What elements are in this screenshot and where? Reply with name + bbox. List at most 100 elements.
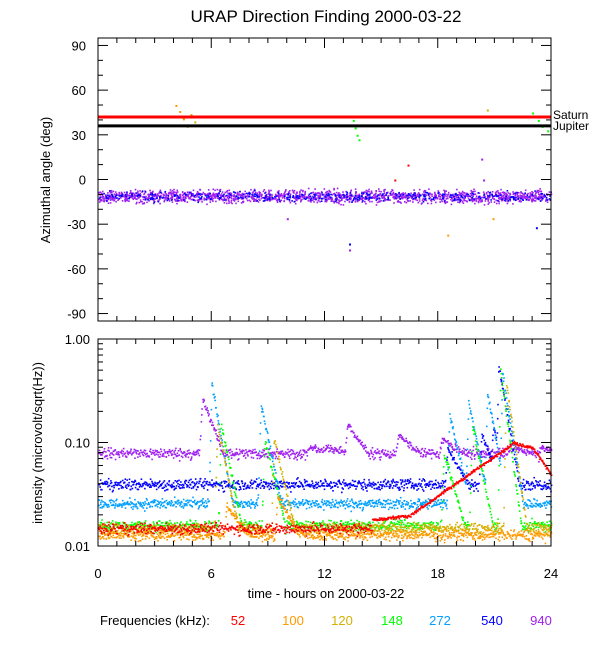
azimuth-point	[493, 195, 495, 198]
intensity-point	[374, 457, 376, 459]
azimuth-point	[412, 195, 414, 198]
intensity-point	[255, 501, 258, 504]
intensity-point	[400, 434, 402, 437]
intensity-point	[403, 438, 405, 441]
intensity-point	[115, 521, 117, 523]
intensity-point	[321, 448, 323, 451]
intensity-point	[502, 372, 504, 375]
intensity-point	[415, 508, 418, 510]
intensity-point	[125, 484, 127, 487]
azimuth-point	[161, 197, 164, 199]
intensity-point	[211, 421, 214, 424]
intensity-point	[536, 499, 538, 502]
azimuth-point	[484, 200, 487, 202]
azimuth-point	[226, 190, 229, 192]
azimuth-point	[373, 196, 376, 199]
intensity-point	[304, 480, 307, 483]
intensity-point	[344, 450, 347, 453]
azimuth-point	[250, 188, 252, 191]
azimuth-point	[208, 193, 211, 196]
azimuth-y-axis-label: Azimuthal angle (deg)	[38, 117, 53, 243]
intensity-point	[101, 482, 104, 484]
intensity-point	[544, 485, 546, 488]
intensity-point	[399, 496, 402, 499]
intensity-point	[174, 480, 177, 482]
intensity-point	[426, 506, 428, 509]
azimuth-point	[121, 192, 123, 195]
intensity-point	[384, 449, 387, 452]
intensity-point	[228, 484, 231, 486]
intensity-point	[282, 452, 285, 455]
intensity-point	[433, 452, 435, 454]
intensity-point	[148, 456, 151, 458]
intensity-point	[330, 481, 332, 483]
intensity-point	[456, 447, 459, 449]
azimuth-point	[132, 195, 135, 197]
intensity-point	[349, 482, 352, 485]
azimuth-point	[302, 189, 304, 192]
intensity-point	[193, 482, 196, 484]
intensity-point	[171, 486, 173, 489]
azimuth-point	[265, 194, 267, 197]
intensity-point	[249, 481, 252, 483]
intensity-point	[227, 485, 230, 488]
azimuth-point	[408, 197, 410, 199]
azimuth-point	[341, 199, 343, 201]
azimuth-point	[512, 195, 514, 198]
intensity-point	[339, 483, 342, 485]
intensity-point	[378, 450, 380, 452]
intensity-point	[284, 456, 286, 458]
intensity-point	[105, 503, 107, 505]
azimuth-point	[253, 200, 256, 202]
azimuth-point	[269, 194, 271, 197]
intensity-point	[434, 482, 437, 485]
intensity-point	[196, 451, 199, 453]
azimuth-point	[179, 197, 182, 200]
intensity-point	[341, 487, 344, 489]
intensity-point	[509, 449, 511, 452]
azimuth-point	[354, 201, 357, 203]
azimuth-point	[333, 200, 335, 203]
intensity-point	[359, 439, 362, 442]
intensity-point	[100, 499, 103, 502]
azimuth-point	[427, 194, 430, 196]
intensity-point	[206, 409, 208, 411]
intensity-point	[443, 480, 445, 483]
intensity-point	[287, 504, 290, 506]
intensity-point	[367, 483, 370, 486]
azimuth-point	[364, 196, 367, 198]
azimuth-point	[255, 198, 257, 201]
azimuth-point	[320, 200, 323, 202]
intensity-point	[450, 420, 453, 422]
intensity-point	[238, 483, 240, 485]
intensity-point	[117, 451, 120, 453]
intensity-point	[314, 501, 316, 504]
intensity-point	[416, 504, 419, 506]
azimuth-point	[498, 200, 500, 203]
azimuth-point	[339, 199, 342, 202]
intensity-point	[534, 487, 536, 489]
azimuth-point	[151, 198, 154, 201]
azimuth-point	[200, 197, 202, 199]
intensity-point	[235, 502, 237, 504]
intensity-point	[482, 435, 485, 437]
intensity-point	[501, 455, 504, 457]
intensity-point	[263, 415, 265, 418]
intensity-point	[145, 502, 147, 505]
azimuth-point	[417, 192, 420, 194]
intensity-point	[417, 500, 419, 503]
azimuth-point	[251, 192, 254, 194]
intensity-point	[207, 412, 209, 414]
intensity-point	[106, 457, 109, 460]
intensity-point	[445, 505, 447, 507]
azimuth-point	[211, 198, 214, 201]
intensity-point	[138, 483, 140, 486]
intensity-point	[153, 485, 156, 488]
intensity-point	[124, 478, 127, 480]
intensity-point	[320, 480, 322, 483]
intensity-point	[212, 486, 214, 488]
intensity-point	[116, 504, 119, 506]
azimuth-point	[535, 197, 537, 199]
intensity-point	[141, 453, 144, 456]
intensity-point	[107, 447, 110, 449]
